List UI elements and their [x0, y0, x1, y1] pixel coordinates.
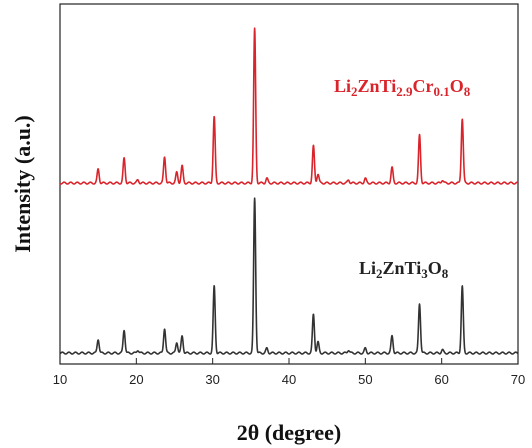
x-tick-label-60: 60: [434, 372, 448, 387]
series-label-1-part-3: 3: [421, 266, 428, 281]
series-label-1-part-5: 8: [442, 266, 449, 281]
series-label-0-part-5: 0.1: [433, 84, 449, 99]
series-label-0-part-0: Li: [334, 76, 351, 96]
series-label-0-part-7: 8: [464, 84, 471, 99]
x-tick-label-40: 40: [282, 372, 296, 387]
x-axis-ticks: 10 20 30 40 50 60 70: [53, 358, 525, 387]
x-tick-label-30: 30: [205, 372, 219, 387]
series-label-0-part-1: 2: [351, 84, 358, 99]
series-label-undoped: Li2ZnTi3O8: [359, 258, 449, 281]
x-tick-label-70: 70: [511, 372, 525, 387]
x-axis-title: 2θ (degree): [237, 420, 342, 445]
x-tick-label-20: 20: [129, 372, 143, 387]
series-label-1-part-2: ZnTi: [383, 258, 422, 278]
series-label-1-part-1: 2: [376, 266, 383, 281]
series-label-0-part-2: ZnTi: [358, 76, 397, 96]
series-label-cr-doped: Li2ZnTi2.9Cr0.1O8: [334, 76, 471, 99]
x-tick-label-10: 10: [53, 372, 67, 387]
series-line-0: [59, 27, 519, 185]
series-label-0-part-6: O: [450, 76, 464, 96]
x-tick-label-50: 50: [358, 372, 372, 387]
y-axis-title: Intensity (a.u.): [10, 115, 35, 253]
series-label-0-part-4: Cr: [412, 76, 433, 96]
series-line-1: [59, 197, 519, 355]
series-label-1-part-0: Li: [359, 258, 376, 278]
series-label-1-part-4: O: [428, 258, 442, 278]
series-lines: [59, 27, 519, 355]
series-label-0-part-3: 2.9: [396, 84, 413, 99]
